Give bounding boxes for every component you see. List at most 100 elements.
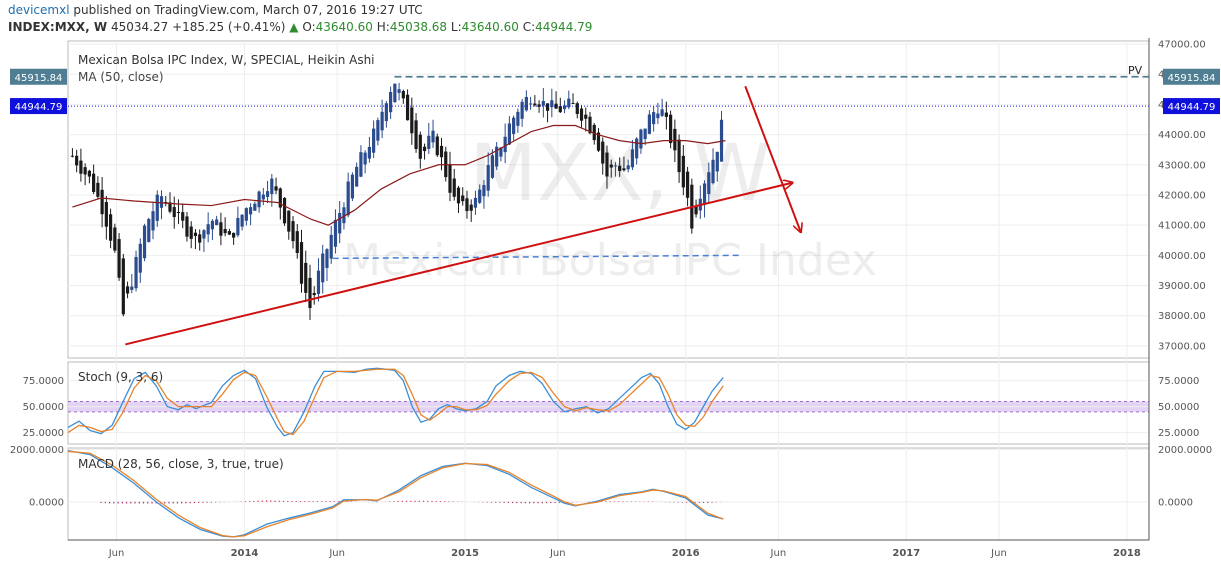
candle-body — [465, 198, 469, 212]
stoch-tick-label: 50.0000 — [1158, 402, 1199, 413]
low-value: 43640.60 — [461, 20, 519, 34]
candle-body — [512, 117, 516, 134]
candle-body — [372, 128, 376, 153]
candle-body — [384, 103, 388, 122]
candle-body — [609, 164, 613, 168]
candle-body — [529, 103, 533, 105]
candle-body — [495, 146, 499, 167]
macd-title: MACD (28, 56, close, 3, true, true) — [78, 457, 284, 471]
candle-body — [206, 224, 210, 235]
candle-body — [478, 189, 482, 203]
y-tick-label: 42000.00 — [1158, 190, 1206, 201]
candle-body — [70, 155, 75, 157]
pv-tag-left — [10, 68, 67, 85]
candle-body — [677, 139, 681, 173]
y-tick-label: 38000.00 — [1158, 311, 1206, 322]
last-price-tag-left — [10, 98, 67, 115]
publish-info: devicemxl published on TradingView.com, … — [8, 3, 423, 17]
stoch-tick-label: 75.0000 — [23, 376, 64, 387]
candle-body — [656, 113, 660, 119]
stoch-tick-label: 25.0000 — [23, 428, 64, 439]
candle-body — [422, 146, 427, 152]
candle-body — [83, 167, 87, 175]
candle-body — [278, 188, 282, 208]
candle-body — [567, 98, 571, 108]
candle-body — [393, 83, 397, 103]
last-price-tag-right-text: 44944.79 — [1168, 102, 1216, 113]
candle-body — [316, 270, 321, 295]
candle-body — [452, 178, 456, 197]
candle-body — [257, 191, 261, 208]
candle-body — [282, 197, 287, 224]
trendline-arrow — [125, 183, 791, 346]
candle-body — [499, 147, 503, 157]
candle-body — [516, 111, 520, 126]
candle-body — [240, 214, 244, 227]
candle-body — [321, 253, 325, 283]
candle-body — [159, 196, 164, 208]
price-pane[interactable]: Mexican Bolsa IPC Index, W, SPECIAL, Hei… — [68, 53, 1149, 346]
candle-body — [164, 201, 168, 203]
candle-body — [346, 181, 350, 216]
candle-body — [236, 218, 240, 236]
x-tick-label: 2018 — [1113, 548, 1141, 559]
close-label: C: — [522, 20, 536, 34]
x-tick-label: 2015 — [451, 548, 479, 559]
candle-body — [308, 277, 312, 309]
candle-body — [605, 152, 609, 177]
down-arrow — [744, 85, 800, 231]
candle-body — [359, 152, 363, 177]
candle-body — [592, 124, 596, 141]
macd-tick-label: 0.0000 — [1158, 497, 1193, 508]
candle-body — [507, 123, 511, 145]
candle-body — [639, 129, 643, 149]
symbol-name: INDEX:MXX, W — [8, 20, 108, 34]
x-tick-label: 2014 — [231, 548, 259, 559]
candle-body — [75, 155, 79, 166]
candle-body — [630, 149, 635, 168]
stoch-tick-label: 25.0000 — [1158, 428, 1199, 439]
pv-label: PV — [1128, 64, 1143, 77]
pv-tag-right — [1163, 68, 1220, 85]
candle-body — [550, 100, 554, 108]
ma-indicator-label: MA (50, close) — [78, 70, 164, 84]
candle-body — [533, 103, 537, 106]
candle-body — [503, 136, 507, 153]
candle-body — [198, 234, 202, 243]
candle-body — [571, 102, 575, 104]
candle-body — [376, 120, 380, 141]
author-name[interactable]: devicemxl — [8, 3, 70, 17]
candle-body — [219, 222, 223, 236]
candle-body — [524, 96, 528, 111]
candle-body — [265, 191, 270, 197]
y-tick-label: 39000.00 — [1158, 281, 1206, 292]
macd-pane[interactable]: MACD (28, 56, close, 3, true, true) — [67, 448, 1149, 538]
axes-layer: Jun 2014 Jun 2015 Jun 2016 Jun 2017 Jun 2018 47000… — [10, 38, 1220, 559]
candle-body — [355, 166, 359, 187]
candle-body — [431, 130, 435, 143]
candle-body — [715, 151, 719, 172]
candle-body — [596, 132, 601, 151]
pv-tag-left-text: 45915.84 — [15, 73, 63, 84]
candle-body — [469, 204, 473, 211]
candle-body — [121, 258, 125, 315]
candle-body — [151, 211, 155, 231]
stoch-pane[interactable]: Stoch (9, 3, 6) — [67, 367, 1149, 437]
last-price: 45034.27 — [110, 20, 169, 34]
candle-body — [588, 116, 592, 134]
candle-body — [181, 212, 185, 221]
candle-body — [707, 172, 711, 195]
candle-body — [270, 178, 274, 195]
candle-body — [79, 160, 83, 174]
x-tick-label: 2017 — [892, 548, 920, 559]
candle-body — [325, 249, 329, 268]
candle-body — [613, 165, 618, 167]
candle-body — [380, 111, 384, 131]
candle-body — [113, 227, 117, 251]
macd-tick-label: 2000.0000 — [1158, 445, 1212, 456]
candle-body — [248, 207, 253, 215]
candle-body — [172, 207, 176, 218]
candle-body — [694, 206, 698, 215]
candle-body — [558, 106, 562, 113]
